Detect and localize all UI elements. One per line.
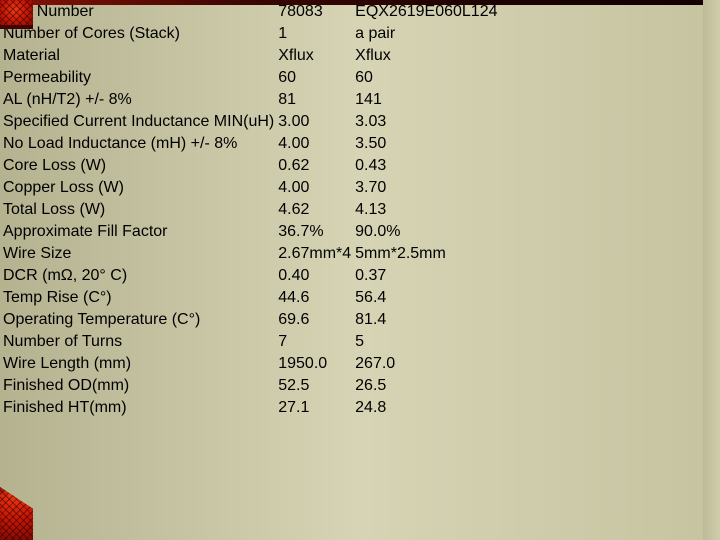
row-label-cell: Specified Current Inductance MIN(uH) [3,113,275,130]
slide-right-dark-area [703,0,720,146]
row-label-cell: Material [3,47,60,64]
row-label-cell: AL (nH/T2) +/- 8% [3,91,132,108]
table-row: Copper Loss (W) 4.00 3.70 [2,178,499,198]
row-label-cell: Finished OD(mm) [3,377,130,394]
table-row: Number of Cores (Stack) 1 a pair [2,24,499,44]
value-cell-col2: 5 [355,333,365,350]
value-cell-col2: 81.4 [355,311,387,328]
table-row: DCR (mΩ, 20° C) 0.40 0.37 [2,266,499,286]
value-cell-col2: 3.50 [355,135,387,152]
value-cell-col2: 26.5 [355,377,387,394]
value-cell-col1: 1950.0 [278,355,328,372]
row-label-cell: Permeability [3,69,92,86]
value-cell-col2: 60 [355,69,373,86]
table-row: Approximate Fill Factor 36.7% 90.0% [2,222,499,242]
spec-table: Part Number 78083 EQX2619E060L124 Number… [2,2,499,418]
row-label-cell: Copper Loss (W) [3,179,124,196]
value-cell-col1: 44.6 [278,289,310,306]
row-label-cell: No Load Inductance (mH) +/- 8% [3,135,238,152]
row-label-cell: Finished HT(mm) [3,399,127,416]
value-cell-col1: 81 [278,91,297,108]
value-cell-col1: 69.6 [278,311,310,328]
row-label-cell: Wire Size [3,245,72,262]
row-label-cell: Core Loss (W) [3,157,107,174]
value-cell-col1: 0.62 [278,157,310,174]
value-cell-col1: 78083 [278,3,323,20]
table-row: Temp Rise (C°) 44.6 56.4 [2,288,499,308]
row-label-cell: Total Loss (W) [3,201,106,218]
value-cell-col2: 141 [355,91,382,108]
table-row: Number of Turns 7 5 [2,332,499,352]
table-row: No Load Inductance (mH) +/- 8% 4.00 3.50 [2,134,499,154]
row-label-cell: DCR (mΩ, 20° C) [3,267,128,284]
row-label-cell: Number of Cores (Stack) [3,25,180,42]
table-row: Material Xflux Xflux [2,46,499,66]
value-cell-col1: 27.1 [278,399,310,416]
value-cell-col1: 4.62 [278,201,310,218]
value-cell-col1: 7 [278,333,288,350]
value-cell-col1: 0.40 [278,267,310,284]
slide-corner-red-texture-bottom-left [0,486,33,540]
value-cell-col2: 3.03 [355,113,387,130]
table-row: Wire Size 2.67mm*4 5mm*2.5mm [2,244,499,264]
row-label-cell: Wire Length (mm) [3,355,132,372]
table-row: Specified Current Inductance MIN(uH) 3.0… [2,112,499,132]
slide-right-margin [703,0,720,540]
row-label-cell: Temp Rise (C°) [3,289,112,306]
row-label-cell: Operating Temperature (C°) [3,311,201,328]
table-row: Permeability 60 60 [2,68,499,88]
value-cell-col1: 4.00 [278,135,310,152]
value-cell-col2: Xflux [355,47,391,64]
value-cell-col2: a pair [355,25,396,42]
value-cell-col2: 3.70 [355,179,387,196]
table-row: Core Loss (W) 0.62 0.43 [2,156,499,176]
row-label-cell: Approximate Fill Factor [3,223,168,240]
slide-top-red-strip [0,0,720,5]
table-row: Part Number 78083 EQX2619E060L124 [2,2,499,22]
value-cell-col2: EQX2619E060L124 [355,3,498,20]
table-row: Operating Temperature (C°) 69.6 81.4 [2,310,499,330]
value-cell-col1: 1 [278,25,288,42]
value-cell-col1: 52.5 [278,377,310,394]
value-cell-col2: 267.0 [355,355,396,372]
value-cell-col2: 90.0% [355,223,401,240]
value-cell-col1: Xflux [278,47,314,64]
row-label-cell: Number of Turns [3,333,123,350]
value-cell-col1: 2.67mm*4 [278,245,352,262]
value-cell-col1: 3.00 [278,113,310,130]
slide-corner-red-texture-top-left [0,0,33,29]
table-row: Total Loss (W) 4.62 4.13 [2,200,499,220]
value-cell-col2: 56.4 [355,289,387,306]
value-cell-col1: 4.00 [278,179,310,196]
value-cell-col2: 5mm*2.5mm [355,245,446,262]
table-row: Finished OD(mm) 52.5 26.5 [2,376,499,396]
value-cell-col2: 24.8 [355,399,387,416]
row-label-cell: Part Number [3,3,94,20]
table-row: Wire Length (mm) 1950.0 267.0 [2,354,499,374]
value-cell-col1: 60 [278,69,297,86]
value-cell-col2: 0.37 [355,267,387,284]
value-cell-col2: 0.43 [355,157,387,174]
value-cell-col2: 4.13 [355,201,387,218]
table-row: AL (nH/T2) +/- 8% 81 141 [2,90,499,110]
value-cell-col1: 36.7% [278,223,324,240]
table-row: Finished HT(mm) 27.1 24.8 [2,398,499,418]
